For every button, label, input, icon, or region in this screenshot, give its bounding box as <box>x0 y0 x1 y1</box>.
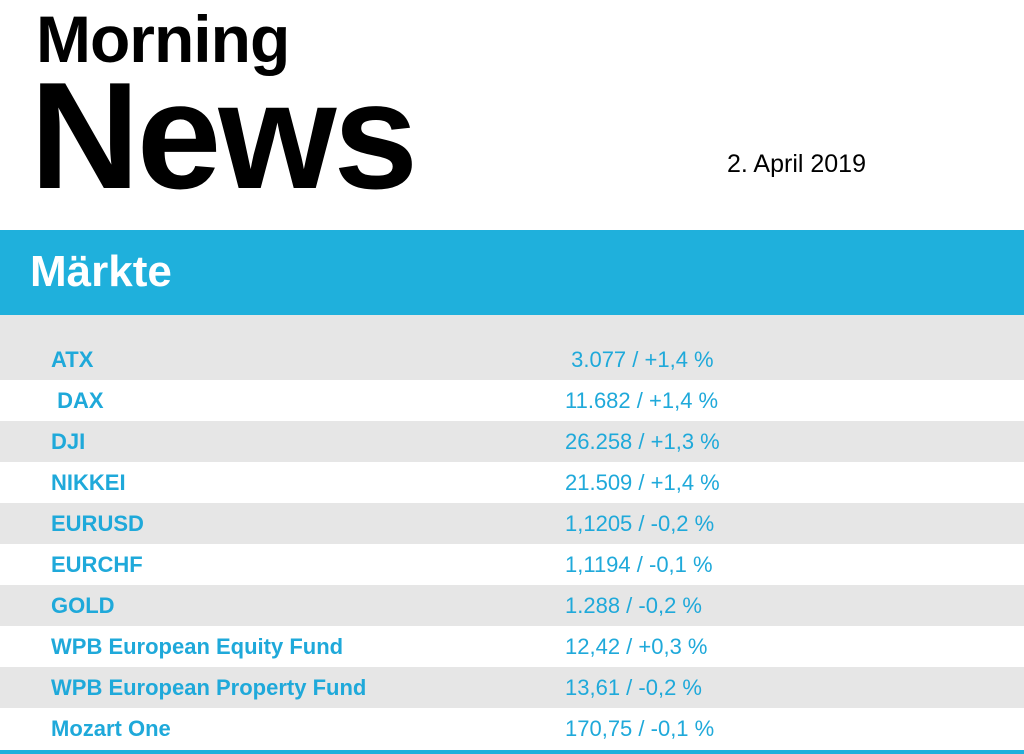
table-row: Mozart One 170,75 / -0,1 % <box>0 708 1024 749</box>
table-row: DAX 11.682 / +1,4 % <box>0 380 1024 421</box>
market-name: GOLD <box>51 593 115 618</box>
table-top-spacer <box>0 315 1024 339</box>
markets-table: ATX 3.077 / +1,4 % DAX 11.682 / +1,4 % D… <box>0 315 1024 749</box>
market-value: 1,1194 / -0,1 % <box>565 552 713 577</box>
market-value: 21.509 / +1,4 % <box>565 470 720 495</box>
market-value: 12,42 / +0,3 % <box>565 634 708 659</box>
market-name: Mozart One <box>51 716 171 741</box>
market-name: EURCHF <box>51 552 143 577</box>
market-name: WPB European Property Fund <box>51 675 367 700</box>
bottom-divider <box>0 750 1024 754</box>
market-name: ATX <box>51 347 94 372</box>
market-name: EURUSD <box>51 511 144 536</box>
market-value: 1.288 / -0,2 % <box>565 593 702 618</box>
table-row: WPB European Property Fund 13,61 / -0,2 … <box>0 667 1024 708</box>
table-row: DJI 26.258 / +1,3 % <box>0 421 1024 462</box>
market-name: NIKKEI <box>51 470 126 495</box>
market-value: 13,61 / -0,2 % <box>565 675 702 700</box>
market-value: 11.682 / +1,4 % <box>565 388 719 413</box>
market-value: 170,75 / -0,1 % <box>565 716 715 741</box>
table-row: GOLD 1.288 / -0,2 % <box>0 585 1024 626</box>
table-row: ATX 3.077 / +1,4 % <box>0 339 1024 380</box>
section-banner: Märkte <box>0 230 1024 315</box>
market-name: DJI <box>51 429 86 454</box>
market-value: 3.077 / +1,4 % <box>565 347 714 372</box>
title-news: News <box>30 51 418 221</box>
section-title: Märkte <box>30 247 172 296</box>
table-row: WPB European Equity Fund 12,42 / +0,3 % <box>0 626 1024 667</box>
market-value: 1,1205 / -0,2 % <box>565 511 715 536</box>
title-morning: Morning <box>36 2 290 76</box>
table-row: NIKKEI 21.509 / +1,4 % <box>0 462 1024 503</box>
issue-date: 2. April 2019 <box>727 150 866 178</box>
market-value: 26.258 / +1,3 % <box>565 429 720 454</box>
market-name: DAX <box>51 388 104 413</box>
market-name: WPB European Equity Fund <box>51 634 344 659</box>
table-row: EURCHF 1,1194 / -0,1 % <box>0 544 1024 585</box>
table-row: EURUSD 1,1205 / -0,2 % <box>0 503 1024 544</box>
